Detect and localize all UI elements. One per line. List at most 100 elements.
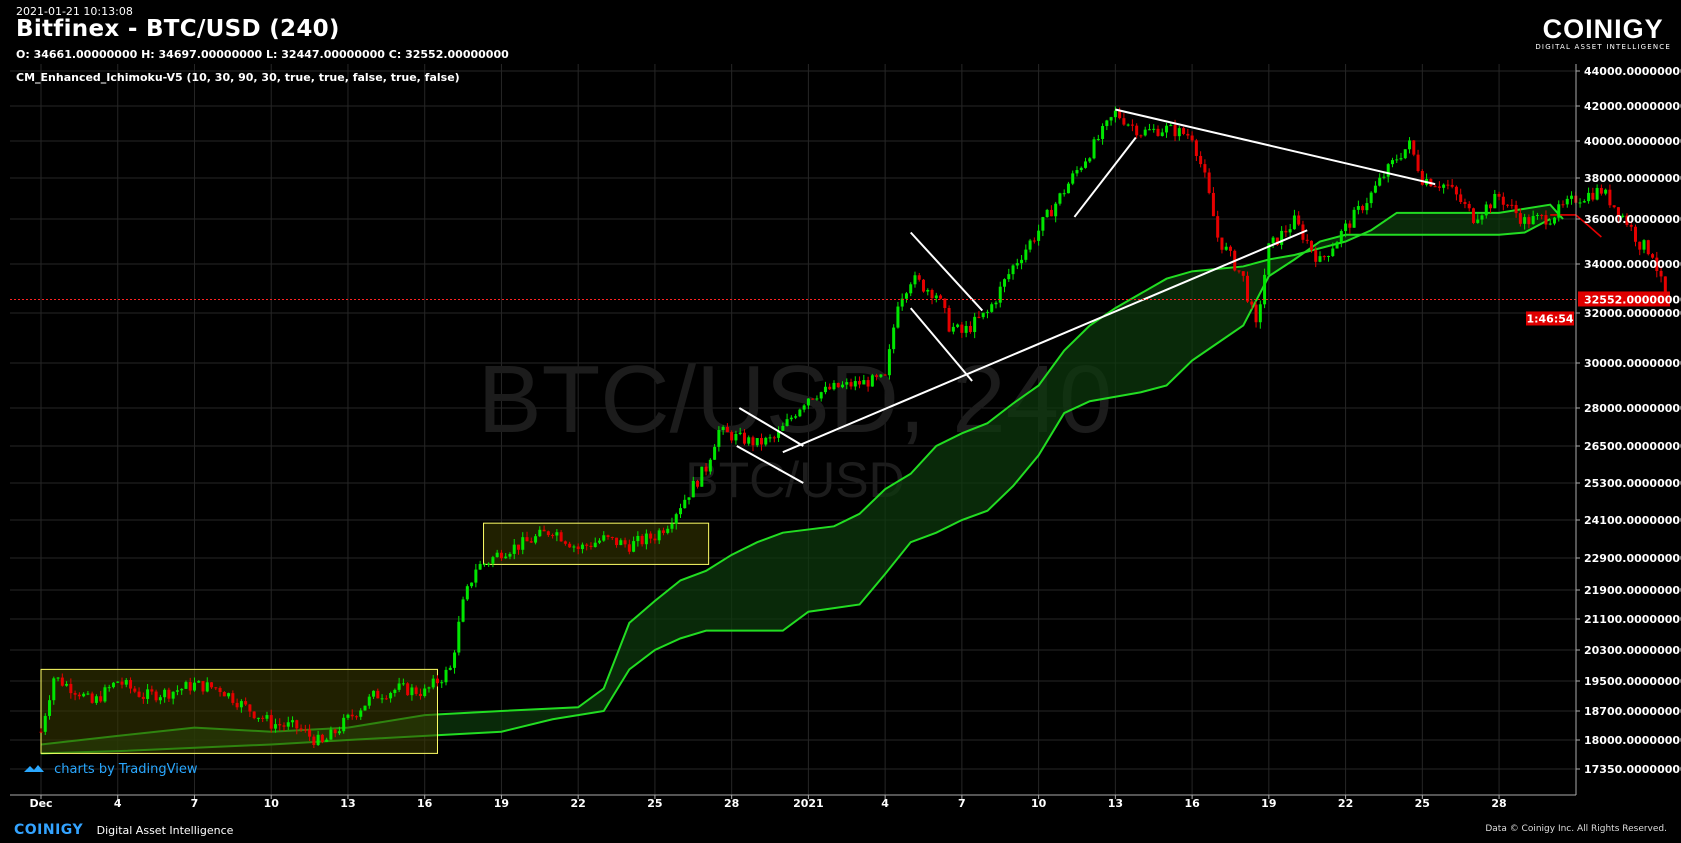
- candle: [772, 435, 776, 443]
- candle: [465, 584, 469, 601]
- candle-body: [1348, 223, 1352, 228]
- candle: [1373, 181, 1377, 194]
- candle-body: [896, 306, 900, 328]
- candle: [239, 699, 243, 713]
- candle-body: [725, 426, 729, 433]
- candle-body: [1625, 215, 1629, 225]
- candle: [968, 321, 972, 334]
- candle: [1297, 211, 1301, 226]
- candle-body: [431, 678, 435, 688]
- candle: [1595, 184, 1599, 201]
- candle-body: [427, 687, 431, 689]
- candle: [273, 718, 277, 733]
- candle-body: [904, 293, 908, 299]
- candle-body: [1297, 215, 1301, 225]
- candle-body: [107, 687, 111, 689]
- candle-body: [951, 326, 955, 332]
- candle: [380, 694, 384, 704]
- candle: [521, 532, 525, 555]
- candle-body: [1241, 271, 1245, 276]
- candle-body: [120, 681, 124, 685]
- candle: [367, 694, 371, 709]
- candle-body: [363, 705, 367, 711]
- time-tick-label: 4: [881, 797, 889, 810]
- candle-body: [1211, 192, 1215, 217]
- candle: [1211, 187, 1215, 217]
- candle-body: [640, 535, 644, 545]
- candle: [1062, 189, 1066, 197]
- candle: [636, 531, 640, 547]
- candle-body: [755, 438, 759, 446]
- candle: [448, 665, 452, 671]
- candle: [431, 674, 435, 690]
- price-axis[interactable]: 17350.00000000 18000.00000000 18700.000000…: [1575, 64, 1681, 795]
- candle: [1254, 301, 1258, 328]
- candle: [960, 321, 964, 338]
- candle-body: [133, 688, 137, 692]
- candle-body: [1156, 128, 1160, 136]
- candle-body: [836, 382, 840, 388]
- candle-body: [679, 508, 682, 515]
- candle-body: [934, 295, 938, 299]
- candle: [1079, 166, 1083, 173]
- candle: [1216, 210, 1220, 242]
- candle: [875, 373, 879, 381]
- candle-body: [235, 702, 239, 708]
- time-tick-label: 22: [1338, 797, 1353, 810]
- candle-body: [815, 398, 819, 400]
- candle: [1177, 125, 1181, 141]
- candle: [930, 288, 934, 305]
- candle: [167, 687, 171, 703]
- candle: [1480, 214, 1484, 225]
- candle: [747, 435, 751, 446]
- candle: [482, 562, 486, 567]
- candle: [576, 543, 580, 555]
- indicator-label[interactable]: CM_Enhanced_Ichimoku-V5 (10, 30, 90, 30,…: [16, 71, 460, 84]
- candle-body: [1318, 256, 1322, 262]
- tradingview-link[interactable]: charts by TradingView: [24, 762, 197, 777]
- candle-body: [1147, 129, 1151, 131]
- candle: [1493, 189, 1497, 209]
- candle-body: [256, 717, 260, 719]
- trendline: [1115, 108, 1436, 186]
- time-axis[interactable]: Dec 4 7 10 13 16 19 22 25 28 2021 4 7 10 13 16 19 22 25 28: [10, 794, 1576, 810]
- candle: [1450, 179, 1454, 189]
- candle: [683, 494, 687, 509]
- candle: [1335, 240, 1339, 249]
- time-tick-label: 10: [264, 797, 280, 810]
- candle-body: [990, 304, 994, 312]
- cloud-fill: [41, 204, 1564, 754]
- candle: [555, 529, 559, 542]
- candle-body: [1587, 192, 1591, 202]
- candle: [1075, 166, 1079, 177]
- candle-body: [82, 693, 86, 697]
- senkou-span-b: [40, 218, 1551, 755]
- candle-body: [1028, 240, 1032, 250]
- candle-body: [619, 540, 623, 546]
- candle: [150, 685, 154, 695]
- candle: [1263, 268, 1267, 309]
- candle: [393, 688, 397, 697]
- candle: [461, 596, 465, 623]
- candle-body: [1109, 117, 1113, 121]
- senkou-span-a: [40, 203, 1564, 746]
- candle: [1049, 205, 1053, 217]
- candle-body: [1565, 198, 1569, 205]
- candle-body: [610, 537, 614, 539]
- candle-body: [478, 563, 482, 570]
- candle-body: [457, 621, 461, 653]
- price-tick-label: 25300.00000000: [1584, 477, 1681, 490]
- candle: [823, 381, 827, 395]
- candle: [99, 690, 103, 703]
- candle: [1633, 224, 1637, 247]
- candle: [883, 373, 887, 376]
- candle-body: [1182, 128, 1186, 134]
- candle: [725, 423, 729, 433]
- candle: [1280, 226, 1284, 250]
- candle: [1506, 204, 1510, 208]
- candle-body: [1024, 249, 1028, 260]
- candle-body: [1489, 204, 1493, 209]
- candle: [265, 711, 269, 722]
- candle-body: [1207, 172, 1211, 193]
